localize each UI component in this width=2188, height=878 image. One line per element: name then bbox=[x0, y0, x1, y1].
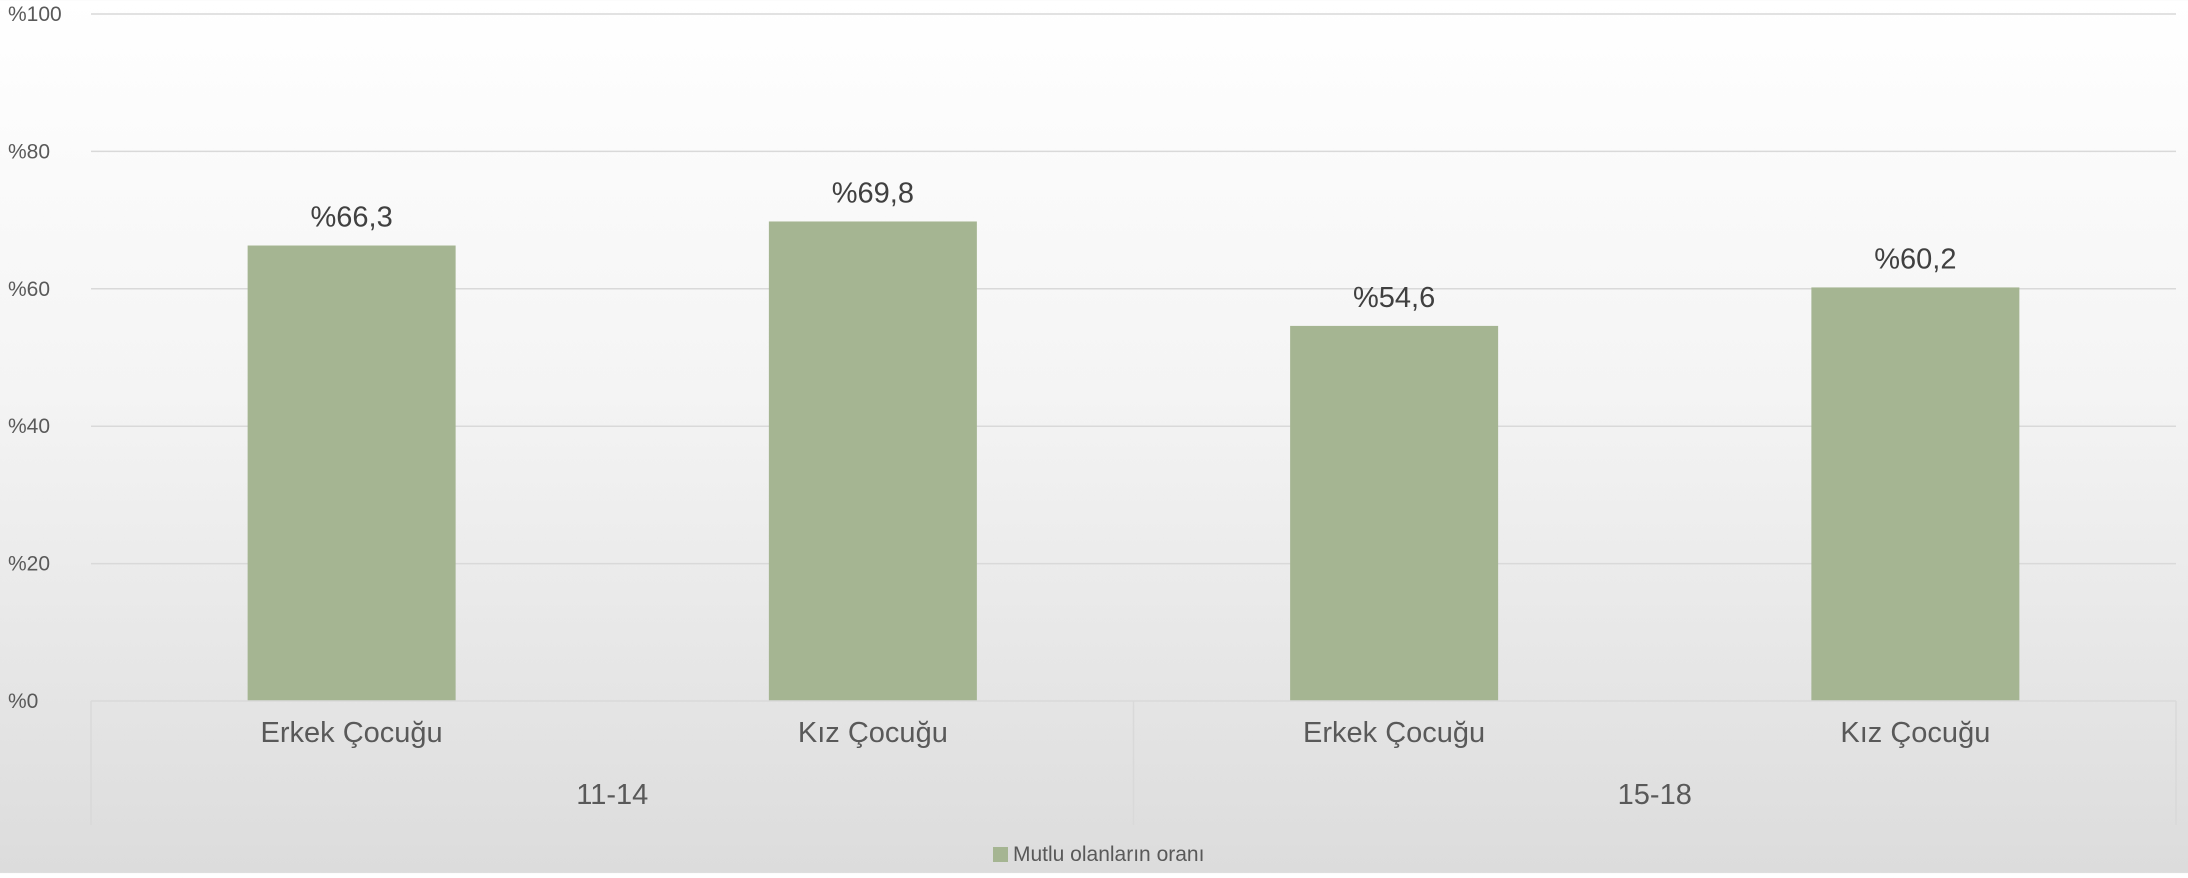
x-category-label: Kız Çocuğu bbox=[1840, 717, 1990, 749]
y-tick-label: %100 bbox=[8, 3, 62, 26]
bar bbox=[1811, 287, 2020, 701]
data-label: %66,3 bbox=[311, 202, 393, 234]
y-tick-label: %80 bbox=[8, 140, 50, 163]
data-labels: %66,3 %69,8 %54,6 %60,2 bbox=[311, 177, 1957, 313]
x-category-label: Erkek Çocuğu bbox=[1303, 717, 1485, 749]
legend-label: Mutlu olanların oranı bbox=[1013, 843, 1204, 866]
legend: Mutlu olanların oranı bbox=[993, 843, 1204, 866]
y-axis-ticks: %0 %20 %40 %60 %80 %100 bbox=[8, 3, 62, 713]
x-group-label: 11-14 bbox=[576, 779, 648, 811]
data-label: %54,6 bbox=[1353, 282, 1435, 314]
x-axis: Erkek Çocuğu Kız Çocuğu 11-14 Erkek Çocuğu K… bbox=[90, 700, 2177, 825]
data-label: %69,8 bbox=[832, 177, 914, 209]
bar bbox=[768, 221, 977, 701]
y-tick-label: %40 bbox=[8, 415, 50, 438]
y-tick-label: %20 bbox=[8, 553, 50, 576]
bar bbox=[247, 245, 456, 702]
y-tick-label: %60 bbox=[8, 278, 50, 301]
y-tick-label: %0 bbox=[8, 690, 38, 713]
x-category-label: Erkek Çocuğu bbox=[261, 717, 443, 749]
bars bbox=[247, 221, 2020, 702]
x-category-label: Kız Çocuğu bbox=[798, 717, 948, 749]
bar bbox=[1290, 325, 1499, 701]
legend-swatch bbox=[993, 847, 1008, 862]
x-group-label: 15-18 bbox=[1618, 779, 1692, 811]
data-label: %60,2 bbox=[1874, 243, 1956, 275]
